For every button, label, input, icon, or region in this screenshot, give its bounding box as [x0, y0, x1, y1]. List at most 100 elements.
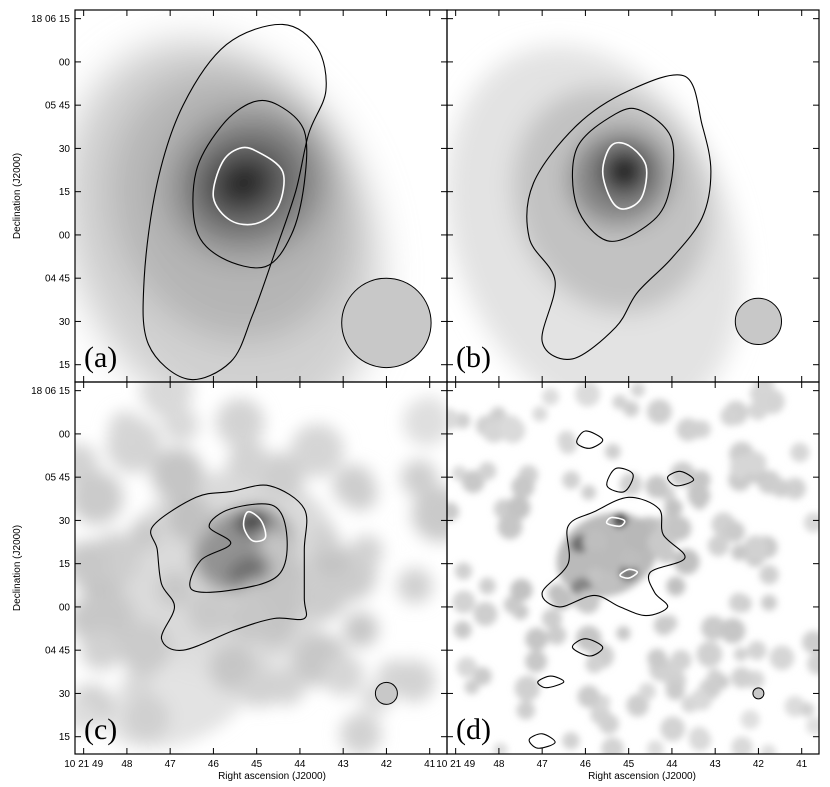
- panel-d-speckle: [743, 535, 769, 561]
- panel-d-speckle: [525, 650, 548, 673]
- panel-d-speckle: [760, 744, 777, 754]
- panel-c-speckle: [228, 598, 273, 643]
- panel-d-speckle: [558, 435, 578, 454]
- panel-d-speckle: [647, 529, 674, 556]
- panel-d-speckle: [626, 694, 649, 717]
- panel-d-speckle: [665, 680, 685, 701]
- panel-d-speckle: [701, 615, 726, 641]
- panel-c-speckle: [75, 470, 124, 525]
- panel-c-contour-2: [242, 510, 267, 543]
- y-axis-title-top: Declination (J2000): [12, 153, 23, 239]
- panel-d-speckle: [731, 667, 753, 689]
- panel-c-speckle: [403, 398, 447, 446]
- y-tick-label: 04 45: [45, 274, 70, 285]
- panel-c-speckle: [322, 654, 365, 696]
- panel-c-speckle: [393, 660, 436, 703]
- panel-c-speckle: [259, 530, 291, 562]
- x-tick-label: 10 21 49: [64, 759, 103, 770]
- panel-d-speckle: [747, 640, 767, 661]
- panel-c-speckle: [343, 612, 379, 648]
- y-tick-label: 04 45: [45, 646, 70, 657]
- panel-c-speckle: [257, 452, 305, 500]
- panel-d-speckle: [511, 475, 535, 499]
- y-tick-labels-bottom: 18 06 15 00 05 45 30 15 00 04 45 30 15: [31, 386, 70, 743]
- x-axis-title-right: Right ascension (J2000): [588, 771, 696, 782]
- panel-d-speckle: [498, 415, 522, 439]
- panel-d-speckle: [720, 406, 741, 426]
- panel-d-speckle: [620, 548, 641, 569]
- panel-d-speckle: [461, 470, 485, 494]
- panel-d-speckle: [473, 602, 498, 626]
- panel-c-speckle: [140, 382, 193, 416]
- panel-d-speckle: [497, 514, 523, 540]
- y-tick-label: 18 06 15: [31, 386, 70, 397]
- panel-c-contours: [150, 484, 308, 651]
- panel-c-speckle: [226, 400, 257, 431]
- panel-b-contour-2: [601, 141, 648, 210]
- panel-d-speckle: [630, 382, 646, 398]
- x-tick-label: 45: [623, 759, 635, 770]
- panel-c-beam: [374, 681, 398, 705]
- x-tick-label: 43: [338, 759, 350, 770]
- panel-c-speckle: [123, 694, 170, 741]
- panel-c-speckle: [75, 540, 109, 586]
- panel-d-speckle: [547, 625, 567, 645]
- panel-a-contour-0: [142, 23, 327, 381]
- panel-b-contour-1: [571, 107, 675, 242]
- panel-d-speckle: [687, 484, 711, 508]
- panel-c-speckle: [340, 713, 382, 754]
- panel-d-speckle: [660, 716, 686, 742]
- panel-d-speckle: [790, 442, 810, 463]
- panel-c-speckle: [157, 571, 193, 607]
- panel-d-speckle: [612, 394, 628, 410]
- y-tick-labels-top: 18 06 15 00 05 45 30 15 00 04 45 30 15: [31, 14, 70, 371]
- panel-c-speckle: [290, 423, 344, 477]
- x-tick-label: 45: [251, 759, 263, 770]
- x-tick-label: 46: [580, 759, 592, 770]
- panel-d-image: [447, 382, 819, 754]
- panel-d-speckle: [696, 641, 723, 668]
- panel-a-contour-2: [212, 146, 285, 226]
- panel-a-contours: [142, 23, 327, 381]
- y-tick-label: 30: [59, 317, 71, 328]
- panel-d-contour-6: [528, 733, 556, 749]
- tick-marks: [75, 10, 819, 754]
- panel-d-speckle: [684, 420, 703, 439]
- panel-d-speckle: [582, 529, 608, 554]
- panel-d-speckle: [588, 550, 605, 567]
- panel-c-label: (c): [84, 713, 117, 746]
- panel-d-speckle: [646, 740, 664, 754]
- panel-d-label: (d): [456, 713, 491, 746]
- panel-d-speckle: [731, 544, 748, 561]
- panel-d-speckle: [638, 682, 656, 701]
- panel-d-speckle: [562, 732, 580, 750]
- y-tick-label: 15: [59, 732, 71, 743]
- panel-a-beam: [341, 277, 432, 369]
- y-tick-label: 30: [59, 144, 71, 155]
- x-tick-label: 41: [796, 759, 808, 770]
- panel-d-speckle: [771, 479, 790, 498]
- panel-d-speckle: [673, 548, 700, 575]
- panel-d-contour-1: [606, 467, 634, 493]
- panel-d-contour-8: [619, 568, 639, 579]
- panel-d-speckle: [506, 495, 531, 520]
- panel-d-speckle: [473, 667, 492, 686]
- panel-d-speckle: [547, 583, 567, 603]
- panel-c-speckle: [162, 406, 199, 444]
- panel-d-speckle: [575, 382, 601, 407]
- panel-c-speckle: [311, 526, 340, 555]
- x-tick-label: 47: [537, 759, 549, 770]
- x-tick-label: 43: [710, 759, 722, 770]
- y-tick-label: 00: [59, 429, 71, 440]
- panel-d-speckle: [581, 485, 597, 500]
- panel-d-speckle: [707, 535, 730, 557]
- panel-d-speckle: [562, 471, 581, 490]
- panel-c-speckle: [75, 699, 100, 733]
- panel-d-speckle: [456, 657, 478, 678]
- panel-d-speckle: [541, 608, 563, 629]
- panel-c-speckle: [397, 568, 433, 604]
- panel-d-contour-2: [576, 430, 604, 449]
- x-tick-label: 41: [424, 759, 436, 770]
- panel-c-speckle: [350, 535, 384, 568]
